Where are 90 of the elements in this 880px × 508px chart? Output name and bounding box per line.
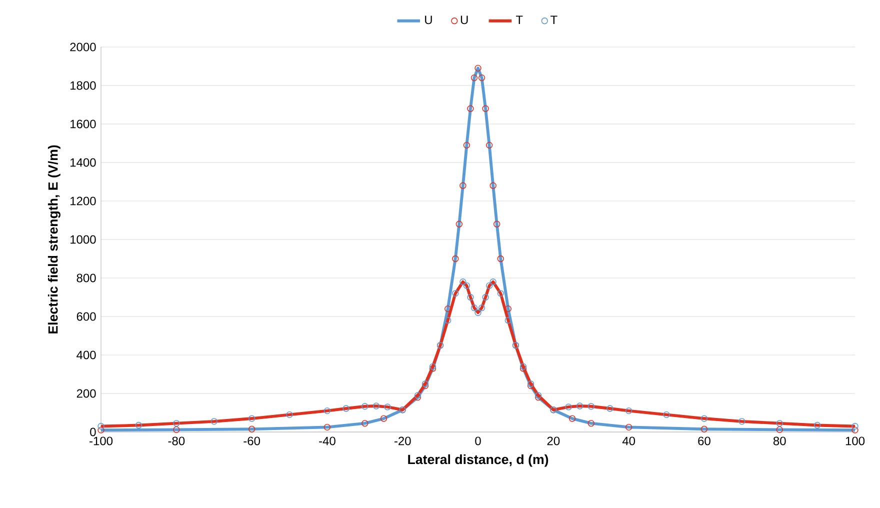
point (852, 422, 858, 430)
point (486, 282, 493, 290)
point (625, 424, 632, 431)
point (486, 142, 493, 149)
point (478, 304, 486, 312)
x-axis-title: Lateral distance, d (m) (408, 454, 548, 467)
point (444, 317, 452, 324)
point (588, 420, 594, 427)
point (372, 402, 380, 410)
point (814, 422, 821, 429)
legend-label: U (425, 16, 432, 24)
point (738, 418, 746, 425)
point (342, 405, 350, 412)
x-tick-label: -100 (90, 436, 113, 446)
point (362, 403, 368, 410)
point (776, 426, 783, 434)
point (474, 64, 482, 72)
point (497, 255, 504, 262)
point (98, 426, 104, 434)
legend-label: U (460, 16, 468, 24)
y-tick-label: 1200 (70, 196, 96, 206)
point (467, 105, 474, 112)
point (324, 424, 331, 431)
point (286, 411, 293, 418)
x-tick-label: -40 (319, 436, 336, 446)
x-tick-label: -80 (168, 436, 185, 446)
point (380, 415, 388, 422)
point (482, 105, 489, 112)
point (490, 182, 496, 189)
point (467, 294, 474, 301)
y-tick-label: 2000 (70, 42, 96, 52)
x-tick-label: 80 (773, 436, 786, 446)
point (460, 278, 466, 286)
y-tick-label: 1000 (70, 235, 96, 244)
point (324, 407, 331, 414)
point (463, 142, 470, 149)
point (700, 426, 708, 432)
point (384, 404, 391, 410)
x-tick-label: -20 (394, 436, 411, 446)
point (700, 415, 708, 422)
y-tick-label: 200 (76, 389, 96, 398)
x-tick-label: 0 (475, 436, 481, 446)
x-tick-label: 60 (698, 436, 710, 446)
point (248, 415, 256, 422)
point (362, 420, 368, 427)
point (444, 305, 452, 312)
point (606, 405, 614, 412)
point (482, 294, 489, 301)
point (576, 402, 584, 410)
point (565, 404, 572, 410)
point (173, 420, 180, 427)
y-tick-label: 1600 (70, 120, 96, 128)
point (210, 418, 218, 425)
point (135, 422, 142, 429)
y-tick-label: 600 (76, 312, 96, 321)
point (504, 305, 512, 312)
point (490, 278, 496, 286)
x-tick-label: 100 (846, 436, 865, 446)
y-tick-label: 1400 (70, 158, 96, 167)
y-axis-title: Electric field strength, E (V/m) (48, 145, 60, 334)
legend-label: T (516, 16, 523, 24)
y-tick-label: 1800 (70, 81, 96, 90)
x-tick-label: 40 (622, 436, 636, 446)
point (470, 304, 478, 312)
point (460, 182, 466, 189)
y-tick-label: 0 (90, 428, 96, 436)
point (504, 317, 512, 324)
point (474, 309, 482, 316)
point (852, 426, 858, 434)
y-tick-label: 800 (76, 274, 96, 282)
point (452, 255, 459, 262)
point (497, 290, 504, 297)
point (588, 403, 594, 410)
x-tick-label: -60 (244, 436, 260, 446)
point (568, 415, 576, 422)
point (248, 426, 256, 432)
point (98, 422, 104, 430)
point (625, 407, 632, 414)
y-tick-label: 400 (76, 350, 96, 360)
x-tick-label: 20 (547, 436, 560, 446)
point (776, 420, 783, 427)
point (452, 290, 459, 297)
point (173, 426, 180, 434)
point (456, 220, 462, 228)
point (663, 411, 670, 418)
point (463, 282, 470, 290)
point (478, 74, 486, 82)
point (470, 74, 478, 82)
legend-label: T (550, 16, 558, 24)
point (494, 220, 500, 228)
